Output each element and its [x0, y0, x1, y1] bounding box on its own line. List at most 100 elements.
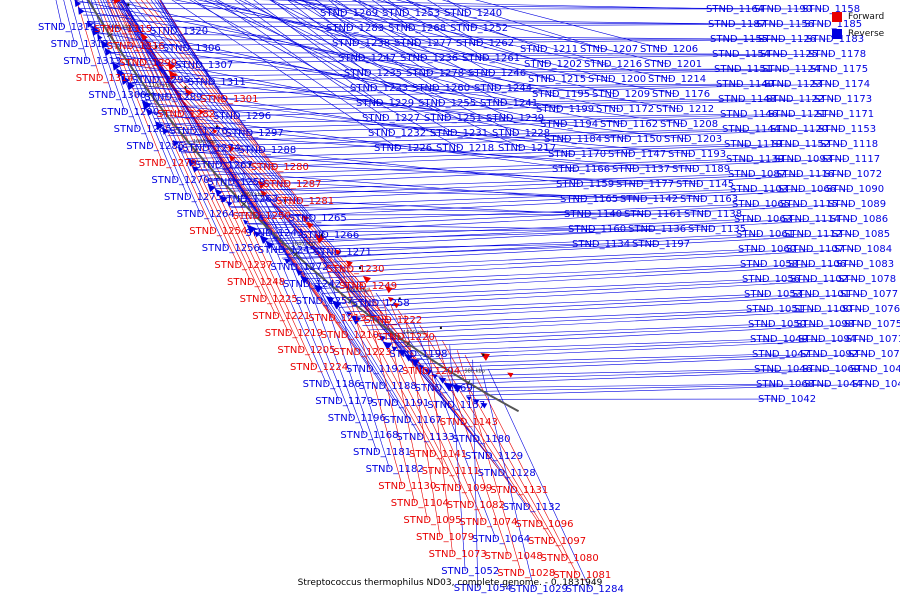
- forward-feature: [387, 296, 394, 303]
- tick-label: 1000 kbp: [403, 330, 427, 336]
- gene-label: STND_1249: [339, 281, 397, 292]
- forward-feature: [314, 233, 326, 244]
- reverse-feature: [473, 399, 480, 405]
- leader-line: [127, 82, 573, 155]
- gene-label: STND_1137: [612, 164, 670, 175]
- reverse-feature: [284, 258, 291, 265]
- leader-line: [158, 113, 745, 125]
- genome-caption: Streptococcus thermophilus ND03, complet…: [297, 578, 603, 588]
- reverse-feature: [480, 402, 488, 409]
- gene-label: STND_1286: [126, 141, 184, 152]
- reverse-feature: [382, 341, 393, 351]
- gene-label: STND_1133: [396, 432, 454, 443]
- legend-swatch-reverse: [832, 28, 842, 39]
- gene-label: STND_1267: [195, 160, 253, 171]
- gene-label: STND_1269: [320, 8, 378, 19]
- reverse-feature: [146, 108, 153, 116]
- gene-label: STND_1232: [368, 128, 426, 139]
- forward-feature: [168, 70, 178, 80]
- gene-label: STND_1251: [424, 113, 482, 124]
- legend-label-reverse: Reverse: [848, 28, 885, 39]
- gene-label: STND_1211: [520, 44, 578, 55]
- gene-label: STND_1194: [540, 119, 598, 130]
- reverse-feature: [346, 311, 352, 318]
- gene-label: STND_1103: [730, 184, 788, 195]
- leader-line: [392, 323, 869, 348]
- gene-label: STND_1065: [732, 199, 790, 210]
- gene-label: STND_1196: [328, 413, 386, 424]
- leader-line: [374, 308, 867, 335]
- leader-line: [347, 270, 459, 489]
- leader-line: [206, 130, 315, 368]
- gene-label: STND_1165: [560, 194, 618, 205]
- gene-label: STND_1136: [628, 224, 686, 235]
- gene-label: STND_1158: [802, 4, 860, 15]
- gene-label: STND_1288: [238, 145, 296, 156]
- reverse-feature: [116, 68, 125, 78]
- reverse-feature: [466, 396, 472, 401]
- leader-line: [281, 243, 657, 259]
- gene-label: STND_1177: [616, 179, 674, 190]
- gene-label: STND_1168: [340, 430, 398, 441]
- gene-label: STND_1138: [684, 209, 742, 220]
- reverse-feature: [246, 224, 257, 235]
- leader-line: [193, 0, 393, 134]
- leader-line: [361, 281, 416, 504]
- gene-label: STND_1268: [388, 23, 446, 34]
- reverse-feature: [77, 6, 85, 15]
- gene-label: STND_1119: [724, 139, 782, 150]
- reverse-feature: [141, 99, 152, 111]
- gene-label: STND_1281: [276, 196, 334, 207]
- gene-label: STND_1221: [252, 311, 310, 322]
- forward-feature: [167, 62, 176, 71]
- reverse-feature: [187, 157, 196, 167]
- gene-label: STND_1297: [226, 128, 284, 139]
- leader-line: [94, 0, 151, 147]
- leader-line: [171, 0, 399, 149]
- gene-label: STND_1069: [802, 364, 860, 375]
- gene-label: STND_1076: [842, 304, 900, 315]
- feature-mark: [482, 353, 485, 356]
- gene-label: STND_1262: [456, 38, 514, 49]
- gene-label: STND_1181: [353, 447, 411, 458]
- reverse-feature: [411, 358, 420, 367]
- gene-label: STND_1029: [510, 584, 568, 595]
- gene-label: STND_1131: [490, 485, 548, 496]
- reverse-feature: [74, 0, 81, 8]
- gene-label: STND_1190: [754, 4, 812, 15]
- leader-line: [86, 20, 565, 125]
- legend-item-reverse: Reverse: [832, 25, 892, 42]
- gene-label: STND_1239: [486, 113, 544, 124]
- leader-line: [100, 41, 685, 125]
- forward-feature: [198, 108, 205, 115]
- gene-label: STND_1300: [88, 90, 146, 101]
- tick-mark: [241, 201, 247, 207]
- legend-label-forward: Forward: [848, 11, 885, 22]
- gene-label: STND_1084: [834, 244, 892, 255]
- leader-line: [142, 102, 693, 155]
- leader-line: [150, 0, 263, 151]
- reverse-feature: [97, 33, 103, 41]
- tick-mark: [405, 341, 411, 347]
- gene-label: STND_1264: [177, 209, 235, 220]
- gene-label: STND_1096: [515, 519, 573, 530]
- gene-label: STND_1112: [784, 229, 842, 240]
- leader-line: [441, 340, 565, 559]
- leader-line: [195, 143, 845, 171]
- leader-line: [351, 0, 549, 65]
- leader-line: [288, 233, 857, 265]
- leader-line: [214, 0, 387, 119]
- leader-line: [191, 143, 797, 165]
- gene-label: STND_1156: [756, 19, 814, 30]
- gene-label: STND_1261: [462, 53, 520, 64]
- tick-label: 1040 kbp: [292, 241, 316, 247]
- gene-label: STND_1100: [794, 304, 852, 315]
- gene-label: STND_1155: [710, 34, 768, 45]
- leader-line: [263, 228, 713, 242]
- leader-line: [261, 190, 353, 419]
- leader-line: [272, 218, 855, 250]
- gene-label: STND_1170: [548, 149, 606, 160]
- gene-label: STND_1125: [760, 49, 818, 60]
- genome-backbone: [87, 0, 520, 413]
- tick-mark: [148, 92, 154, 97]
